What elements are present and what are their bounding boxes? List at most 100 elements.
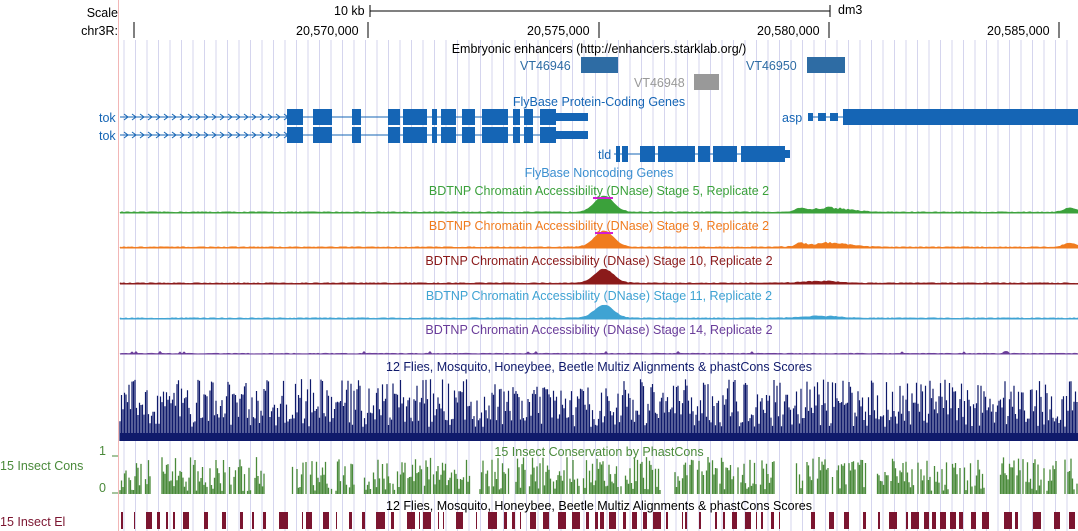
gene-label-tld[interactable]: tld xyxy=(598,148,612,162)
dnase-stage14-title[interactable]: BDTNP Chromatin Accessibility (DNase) St… xyxy=(425,323,773,337)
peak-marker xyxy=(595,232,613,234)
dnase-stage10-title[interactable]: BDTNP Chromatin Accessibility (DNase) St… xyxy=(425,254,773,268)
elements-side-label[interactable]: 15 Insect El xyxy=(0,515,66,529)
strand-chevron xyxy=(219,113,225,121)
strand-chevron xyxy=(147,131,153,139)
conserved-element xyxy=(715,512,717,529)
conserved-element xyxy=(811,512,815,529)
phastcons-ymax-label: 1 xyxy=(99,444,106,458)
phastcons-wiggle xyxy=(119,457,1078,494)
conserved-element xyxy=(512,512,515,529)
scale-label: Scale xyxy=(86,6,118,20)
enhancer-item-label[interactable]: VT46950 xyxy=(746,59,797,73)
noncoding-track-title[interactable]: FlyBase Noncoding Genes xyxy=(524,166,674,180)
strand-chevron xyxy=(163,113,169,121)
coding-exon xyxy=(352,127,361,143)
conserved-element xyxy=(1015,512,1018,529)
protein-coding-track-title[interactable]: FlyBase Protein-Coding Genes xyxy=(512,95,686,109)
gene-label-tok[interactable]: tok xyxy=(99,111,116,125)
conserved-element xyxy=(407,512,415,529)
conserved-element xyxy=(279,512,288,529)
strand-chevron xyxy=(155,113,161,121)
conserved-element xyxy=(222,512,226,529)
dnase-stage9-title[interactable]: BDTNP Chromatin Accessibility (DNase) St… xyxy=(428,219,770,233)
multiz-conservation-wiggle xyxy=(119,379,1078,441)
conserved-element xyxy=(302,512,303,529)
conserved-element xyxy=(391,512,394,529)
dnase-stage5-title[interactable]: BDTNP Chromatin Accessibility (DNase) St… xyxy=(428,184,770,198)
strand-chevron xyxy=(131,131,137,139)
conserved-element xyxy=(456,512,463,529)
conserved-element xyxy=(204,512,208,529)
coding-exon xyxy=(622,146,628,162)
coding-exon xyxy=(540,127,556,143)
conserved-element xyxy=(699,512,701,529)
strand-chevron xyxy=(179,131,185,139)
utr-exon xyxy=(556,113,588,121)
strand-chevron xyxy=(227,113,233,121)
conserved-element xyxy=(643,512,647,529)
multiz-track-title[interactable]: 12 Flies, Mosquito, Honeybee, Beetle Mul… xyxy=(386,360,812,374)
conserved-element xyxy=(745,512,751,529)
gene-label-tok[interactable]: tok xyxy=(99,129,116,143)
strand-chevron xyxy=(243,131,249,139)
strand-chevron xyxy=(251,131,257,139)
gene-label-asp[interactable]: asp xyxy=(782,111,803,125)
coding-exon xyxy=(432,109,437,125)
coding-exon xyxy=(287,109,303,125)
coding-exon xyxy=(818,113,826,121)
strand-chevron xyxy=(267,131,273,139)
conserved-element xyxy=(376,512,385,529)
conserved-element xyxy=(438,512,439,529)
conserved-element xyxy=(240,512,243,529)
strand-chevron xyxy=(195,131,201,139)
conserved-element xyxy=(771,512,774,529)
coding-exon xyxy=(441,127,456,143)
conserved-element xyxy=(349,512,352,529)
conserved-element xyxy=(761,512,763,529)
position-tick-label: 20,575,000 xyxy=(527,24,590,38)
conserved-element xyxy=(844,512,849,529)
strand-chevron xyxy=(139,113,145,121)
chrom-label: chr3R: xyxy=(81,24,118,38)
conserved-element xyxy=(362,512,365,529)
coding-exon xyxy=(462,109,475,125)
phastcons-ymin-label: 0 xyxy=(99,481,106,495)
conserved-element xyxy=(723,512,725,529)
conserved-element xyxy=(1033,512,1041,529)
strand-chevron xyxy=(235,131,241,139)
conserved-element xyxy=(263,512,266,529)
strand-chevron xyxy=(275,131,281,139)
conserved-element xyxy=(906,512,908,529)
enhancer-item-label[interactable]: VT46946 xyxy=(520,59,571,73)
strand-chevron xyxy=(163,131,169,139)
conserved-element xyxy=(1054,512,1060,529)
conserved-element xyxy=(476,512,477,529)
enhancers-track-title[interactable]: Embryonic enhancers (http://enhancers.st… xyxy=(451,42,747,56)
coding-exon xyxy=(313,109,332,125)
conserved-element xyxy=(572,512,580,529)
position-tick-label: 20,570,000 xyxy=(296,24,359,38)
strand-chevron xyxy=(123,113,129,121)
phastcons-track-title[interactable]: 15 Insect Conservation by PhastCons xyxy=(494,445,704,459)
conserved-element xyxy=(971,512,976,529)
conserved-element xyxy=(829,512,834,529)
strand-chevron xyxy=(123,131,129,139)
phastcons-side-label[interactable]: 15 Insect Cons xyxy=(0,459,84,473)
enhancer-item-label[interactable]: VT46948 xyxy=(634,76,685,90)
conserved-element xyxy=(950,512,956,529)
conserved-element xyxy=(1069,512,1075,529)
dnase-stage11-title[interactable]: BDTNP Chromatin Accessibility (DNase) St… xyxy=(425,289,773,303)
strand-chevron xyxy=(243,113,249,121)
multiz-conservation-base xyxy=(120,433,1078,441)
conserved-element xyxy=(595,512,598,529)
multiz2-track-title[interactable]: 12 Flies, Mosquito, Honeybee, Beetle Mul… xyxy=(386,499,812,513)
conserved-element xyxy=(166,512,168,529)
coding-exon xyxy=(698,146,710,162)
coding-exon xyxy=(432,127,437,143)
strand-chevron xyxy=(219,131,225,139)
conserved-element xyxy=(543,512,549,529)
coding-exon xyxy=(843,109,1078,125)
